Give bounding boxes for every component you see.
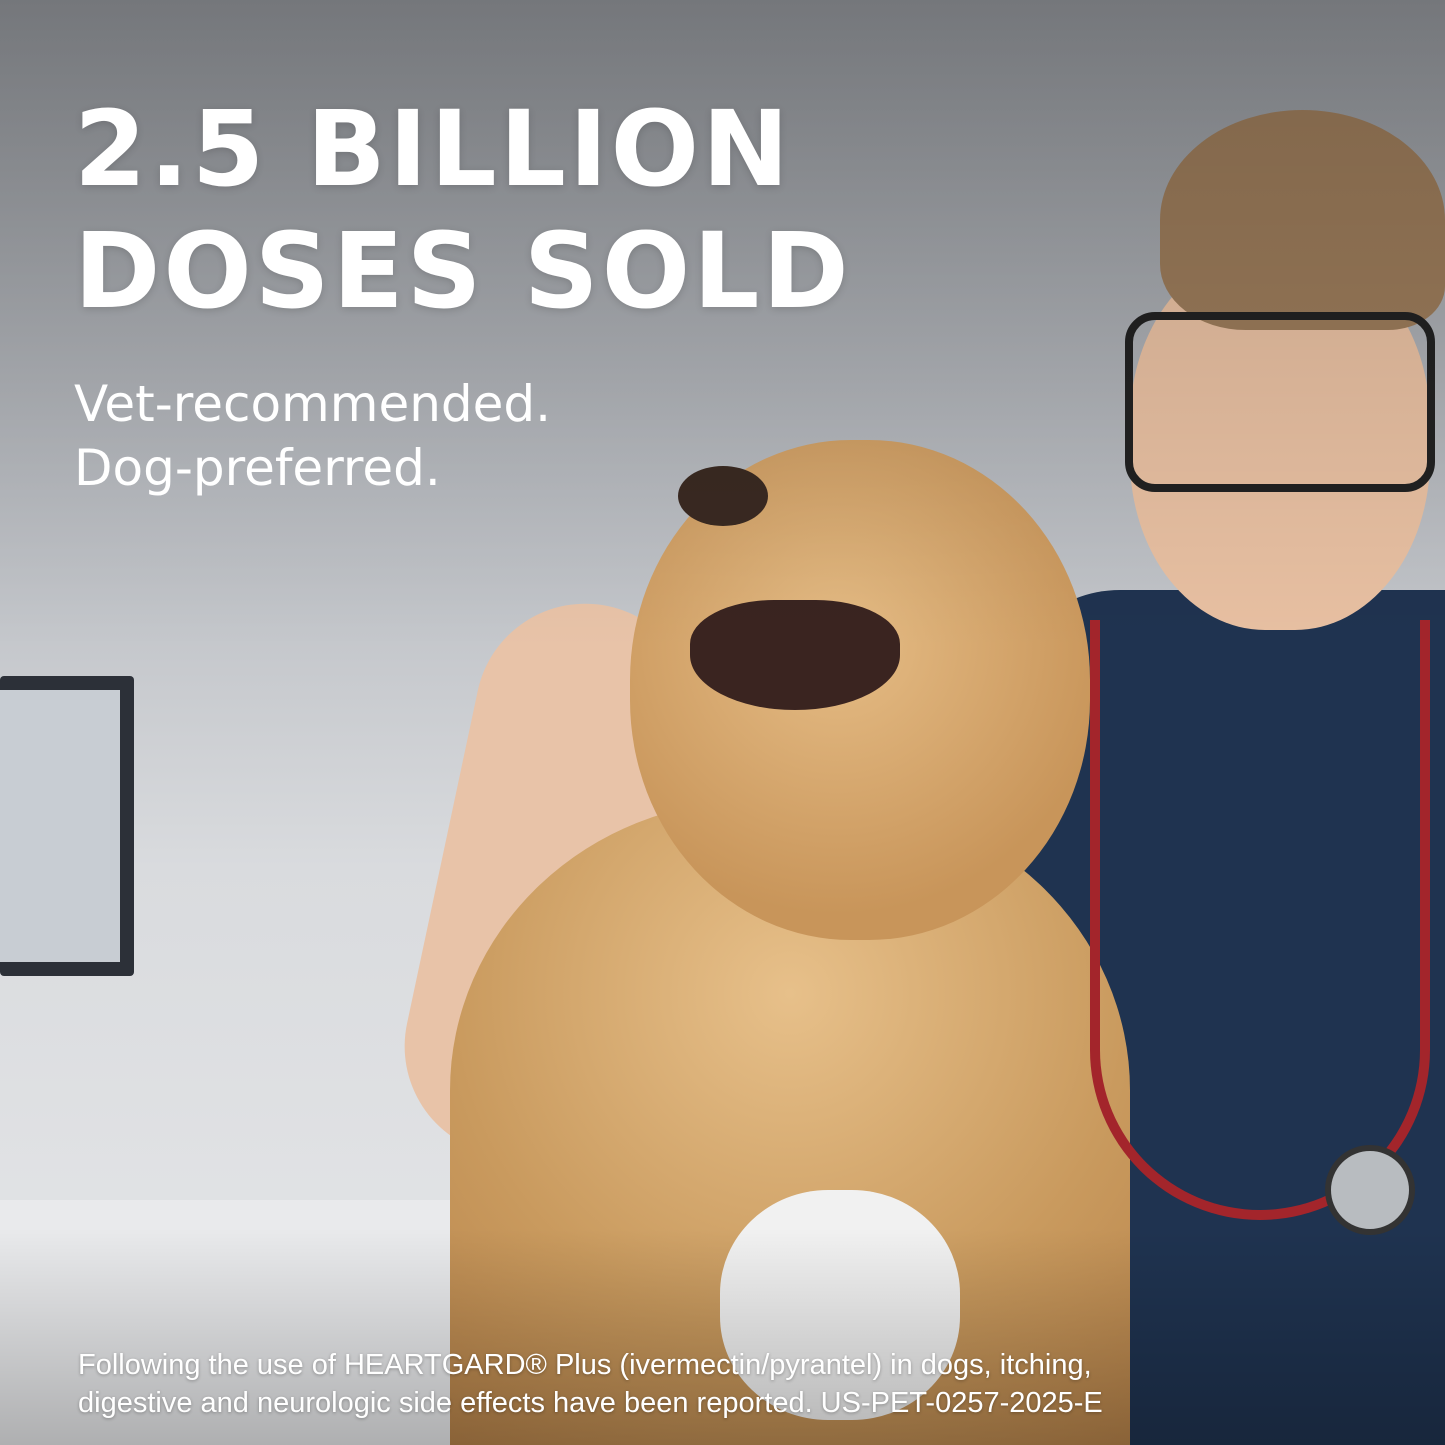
- glasses: [1125, 312, 1435, 492]
- stethoscope: [1090, 620, 1430, 1220]
- headline-line-1: 2.5 BILLION: [74, 88, 793, 210]
- monitor-screen: [0, 690, 120, 962]
- subheadline: Vet-recommended. Dog-preferred.: [74, 372, 551, 500]
- dog-nose: [678, 466, 768, 526]
- vet-hair: [1160, 110, 1445, 330]
- disclaimer: Following the use of HEARTGARD® Plus (iv…: [78, 1346, 1103, 1422]
- headline: 2.5 BILLION DOSES SOLD: [74, 88, 852, 332]
- subheadline-line-1: Vet-recommended.: [74, 375, 552, 433]
- headline-line-2: DOSES SOLD: [74, 210, 852, 332]
- stethoscope-chestpiece: [1325, 1145, 1415, 1235]
- subheadline-line-2: Dog-preferred.: [74, 439, 441, 497]
- counter: [0, 1200, 500, 1445]
- gloved-hand: [720, 1190, 960, 1420]
- disclaimer-line-1: Following the use of HEARTGARD® Plus (iv…: [78, 1349, 1092, 1381]
- disclaimer-line-2: digestive and neurologic side effects ha…: [78, 1387, 1103, 1419]
- dog-mouth: [690, 600, 900, 710]
